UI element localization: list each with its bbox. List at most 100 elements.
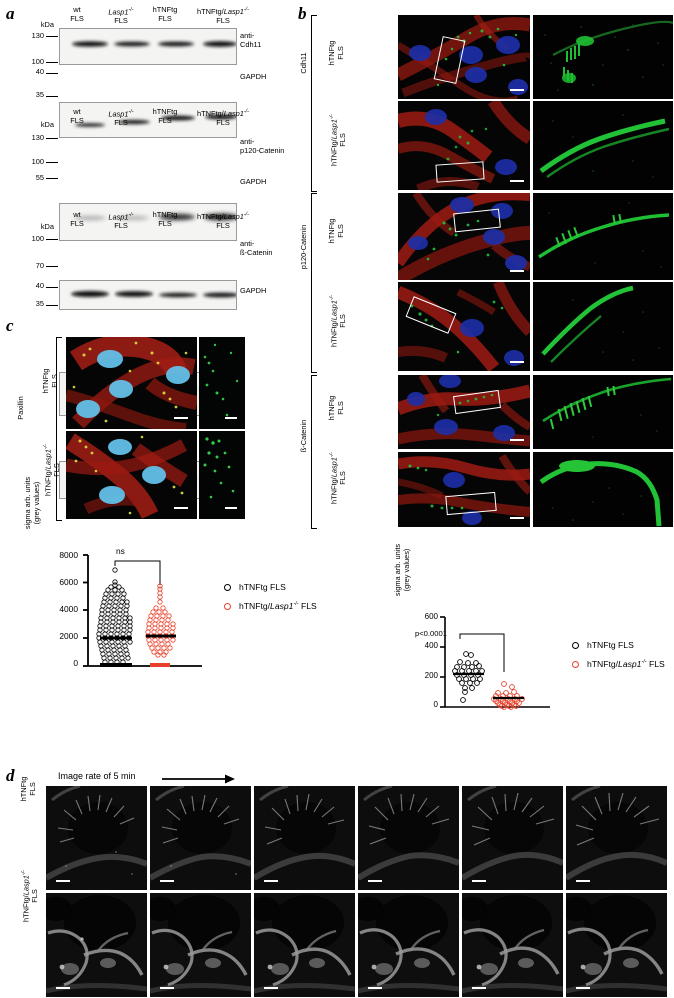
marker-tick bbox=[46, 162, 58, 163]
blot-target-p120: anti-p120-Catenin bbox=[240, 137, 285, 155]
group-bracket-bcatenin bbox=[311, 375, 317, 529]
kda-header-block1: kDa bbox=[40, 20, 54, 29]
group-bracket-cdh11 bbox=[311, 15, 317, 192]
frame-ko-3 bbox=[254, 893, 355, 997]
frame-htnftg-2 bbox=[150, 786, 251, 890]
micrograph-cdh11-ko-merge bbox=[398, 101, 530, 190]
scale-bar bbox=[510, 361, 524, 363]
frame-htnftg-5 bbox=[462, 786, 563, 890]
panel-c-chart: sigma arb. units (grey values) 8000 6000 … bbox=[23, 477, 324, 688]
lane-header-wt-b1: wt FLS bbox=[70, 5, 84, 23]
chart-c-ytick-6000: 6000 bbox=[59, 577, 78, 587]
frame-htnftg-1 bbox=[46, 786, 147, 890]
frame-ko-5 bbox=[462, 893, 563, 997]
blot-gapdh-2-bands bbox=[60, 281, 236, 309]
legend-label-ko: hTNFtg/Lasp1-/- FLS bbox=[239, 601, 317, 611]
scale-bar bbox=[56, 987, 70, 989]
scale-bar bbox=[264, 987, 278, 989]
micrograph-bcat-htnftg-merge bbox=[398, 375, 530, 449]
scale-bar bbox=[472, 880, 486, 882]
blot-cdh11 bbox=[59, 28, 237, 65]
scale-bar bbox=[160, 880, 174, 882]
micrograph-bcat-htnftg-green bbox=[533, 375, 673, 449]
lane-header-htnftg-lasp1-b2: hTNFtg/Lasp1-/- FLS bbox=[197, 109, 249, 128]
kda-marker-40-b1: 40 bbox=[35, 67, 44, 76]
blot-loading-gapdh-1: GAPDH bbox=[240, 72, 267, 81]
roi-box bbox=[435, 161, 485, 183]
timebar-label: Image rate of 5 min bbox=[58, 771, 136, 781]
chart-c-ns-annotation: ns bbox=[116, 546, 125, 556]
micrograph-paxillin-ko-merge bbox=[66, 431, 197, 519]
marker-tick bbox=[46, 305, 58, 306]
lane-header-lasp1-b3: Lasp1-/- FLS bbox=[108, 212, 134, 231]
panel-b-label: b bbox=[298, 4, 307, 23]
micrograph-paxillin-htnftg-green bbox=[199, 337, 245, 429]
frame-htnftg-3 bbox=[254, 786, 355, 890]
legend-marker-ko bbox=[572, 660, 579, 668]
legend-label-htnftg: hTNFtg FLS bbox=[587, 640, 634, 650]
scale-bar bbox=[264, 880, 278, 882]
kda-marker-40-b3: 40 bbox=[35, 281, 44, 290]
group-bracket-paxillin bbox=[56, 337, 62, 521]
chart-b-ytick-0: 0 bbox=[433, 700, 438, 709]
chart-b-ytick-400: 400 bbox=[424, 641, 438, 650]
kda-header-block2: kDa bbox=[40, 120, 54, 129]
chart-b-plot bbox=[440, 616, 550, 710]
lane-header-lasp1-b1: Lasp1-/- FLS bbox=[108, 7, 134, 26]
scale-bar bbox=[576, 987, 590, 989]
lane-header-wt-b2: wt FLS bbox=[70, 107, 84, 125]
group-bracket-p120 bbox=[311, 193, 317, 373]
marker-tick bbox=[46, 138, 58, 139]
scale-bar bbox=[510, 517, 524, 519]
frame-ko-6 bbox=[566, 893, 667, 997]
blot-gapdh-2 bbox=[59, 280, 237, 310]
marker-tick bbox=[46, 62, 58, 63]
frame-ko-2 bbox=[150, 893, 251, 997]
blot-target-cdh11: anti- Cdh11 bbox=[240, 31, 262, 49]
chart-c-ytick-0: 0 bbox=[73, 658, 78, 668]
marker-tick bbox=[46, 266, 58, 267]
blot-target-bcatenin: anti-ß-Catenin bbox=[240, 239, 273, 257]
lane-header-htnftg-lasp1-b1: hTNFtg/hTNFtg/Lasp1Lasp1-/-FLS bbox=[197, 7, 249, 26]
micrograph-cdh11-ko-green bbox=[533, 101, 673, 190]
chart-c-ytick-8000: 8000 bbox=[59, 550, 78, 560]
blot-p120-bands bbox=[60, 204, 236, 240]
lane-header-htnftg-b1: hTNFtg FLS bbox=[152, 5, 178, 23]
micrograph-p120-htnftg-green bbox=[533, 193, 673, 280]
panel-c-label: c bbox=[6, 316, 14, 335]
kda-marker-130-b2: 130 bbox=[31, 133, 44, 142]
legend-marker-htnftg bbox=[224, 583, 231, 591]
lane-header-htnftg-lasp1-b3: hTNFtg/Lasp1-/- FLS bbox=[197, 212, 249, 231]
scale-bar bbox=[56, 880, 70, 882]
chart-c-legend: hTNFtg FLS hTNFtg/Lasp1-/- FLS bbox=[224, 582, 317, 611]
scale-bar bbox=[576, 880, 590, 882]
chart-b-legend: hTNFtg FLS hTNFtg/Lasp1-/- FLS bbox=[572, 640, 665, 669]
micrograph-bcat-ko-green bbox=[533, 452, 673, 527]
kda-marker-100-b2: 100 bbox=[31, 157, 44, 166]
scale-bar bbox=[510, 89, 524, 91]
kda-marker-35-b1: 35 bbox=[35, 90, 44, 99]
lane-header-htnftg-b3: hTNFtg FLS bbox=[152, 210, 178, 228]
blot-gapdh-1-bands bbox=[60, 103, 236, 137]
scale-bar bbox=[368, 987, 382, 989]
kda-marker-130-b1: 130 bbox=[31, 31, 44, 40]
marker-tick bbox=[46, 73, 58, 74]
kda-marker-70-b3: 70 bbox=[35, 261, 44, 270]
scale-bar bbox=[368, 880, 382, 882]
legend-marker-ko bbox=[224, 602, 231, 610]
chart-b-ytick-600: 600 bbox=[424, 612, 438, 621]
panel-d-label: d bbox=[6, 766, 15, 785]
micrograph-cdh11-htnftg-green bbox=[533, 15, 673, 99]
panel-a-label: a bbox=[6, 4, 15, 23]
chart-c-ytick-2000: 2000 bbox=[59, 631, 78, 641]
blot-p120-catenin bbox=[59, 203, 237, 241]
micrograph-paxillin-ko-green bbox=[199, 431, 245, 519]
lane-header-lasp1-b2: Lasp1-/- FLS bbox=[108, 109, 134, 128]
frame-ko-4 bbox=[358, 893, 459, 997]
kda-marker-100-b3: 100 bbox=[31, 234, 44, 243]
frame-ko-1 bbox=[46, 893, 147, 997]
kda-marker-35-b3: 35 bbox=[35, 299, 44, 308]
micrograph-p120-htnftg-merge bbox=[398, 193, 530, 280]
micrograph-p120-ko-merge bbox=[398, 282, 530, 371]
lane-header-htnftg-b2: hTNFtg FLS bbox=[152, 107, 178, 125]
